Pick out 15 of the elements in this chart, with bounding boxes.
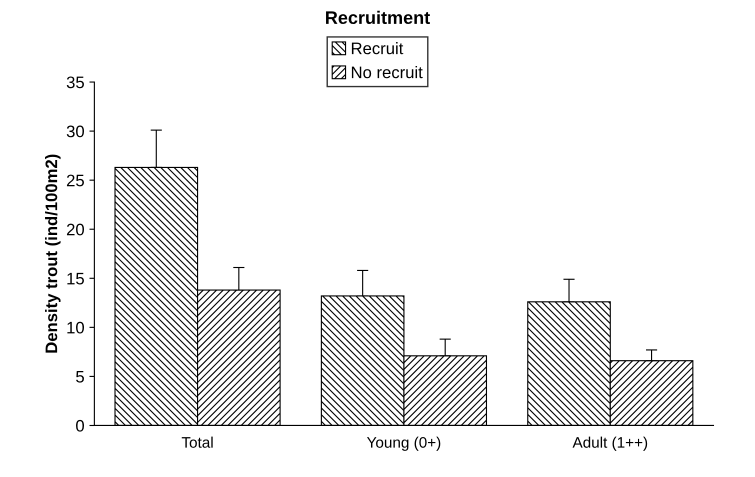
chart-title: Recruitment [326, 10, 430, 24]
y-tick-label: 25 [66, 174, 84, 186]
y-tick-label: 15 [67, 272, 84, 284]
x-tick-label: Young (0+) [366, 436, 440, 451]
y-tick-label: 10 [67, 322, 84, 334]
y-tick-label: 0 [76, 420, 84, 432]
y-axis-title: Density trout (ind/100m2) [45, 154, 61, 353]
legend-label: No recruit [352, 66, 423, 78]
y-tick-label: 30 [66, 126, 84, 138]
x-tick-label: Adult (1++) [572, 436, 648, 451]
legend-label: Recruit [352, 42, 404, 54]
y-tick-label: 35 [66, 76, 84, 88]
x-tick-label: Total [182, 436, 213, 448]
y-tick-label: 5 [76, 370, 84, 383]
y-tick-label: 20 [66, 224, 84, 236]
